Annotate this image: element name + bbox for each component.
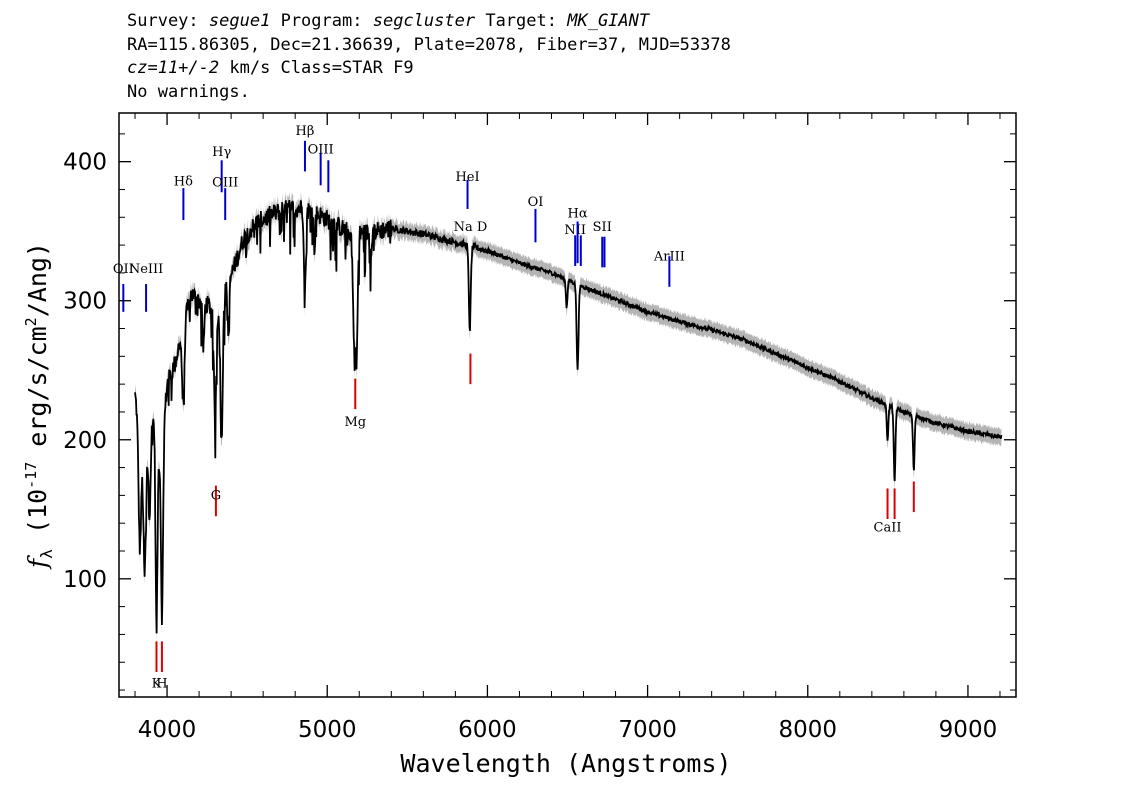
absorption-line-label: Na D — [454, 220, 488, 235]
emission-line-label: OIII — [308, 142, 334, 157]
absorption-line-label: Mg — [344, 415, 366, 430]
absorption-line-label: K — [152, 676, 162, 691]
x-tick-label: 7000 — [618, 717, 677, 743]
y-tick-label: 400 — [63, 150, 107, 176]
x-tick-label: 8000 — [778, 717, 837, 743]
emission-line-label: Hβ — [296, 124, 315, 139]
emission-line-label: Hγ — [212, 145, 231, 160]
emission-line-label: SII — [593, 220, 612, 235]
program-label: Program: — [280, 11, 363, 31]
absorption-line-label: G — [211, 489, 221, 504]
class-line: km/s Class=STAR F9 — [219, 58, 414, 78]
y-tick-label: 200 — [63, 428, 107, 454]
program-value: segcluster — [372, 11, 476, 31]
absorption-line-label: H — [156, 676, 167, 691]
emission-line-label: Hδ — [174, 174, 193, 189]
emission-line-label: NeIII — [129, 262, 163, 277]
emission-line-label: NII — [564, 223, 586, 238]
emission-line-label: OII — [113, 262, 134, 277]
x-axis-title: Wavelength (Angstroms) — [400, 749, 731, 778]
coordinates-line: RA=115.86305, Dec=21.36639, Plate=2078, … — [127, 34, 731, 55]
y-axis-title: fλ (10-17 erg/s/cm2/Ang) — [22, 242, 56, 570]
survey-value: segue1 — [208, 11, 271, 31]
warnings-line: No warnings. — [127, 81, 250, 102]
x-tick-label: 6000 — [458, 717, 517, 743]
emission-line-label: OI — [528, 195, 544, 210]
error-band — [135, 191, 1002, 642]
x-tick-label: 5000 — [298, 717, 357, 743]
x-tick-label: 9000 — [939, 717, 998, 743]
target-value: MK_GIANT — [567, 11, 650, 31]
y-tick-label: 300 — [63, 289, 107, 315]
survey-label: Survey: — [127, 11, 199, 31]
plot-frame — [118, 112, 1017, 698]
absorption-line-label: CaII — [874, 521, 902, 536]
plot-header: Survey: segue1 Program: segcluster Targe… — [127, 10, 731, 104]
emission-line-label: Hα — [568, 206, 588, 221]
y-tick-label: 100 — [63, 567, 107, 593]
spectrum-line — [134, 199, 1003, 634]
spectrum-layer — [134, 191, 1003, 642]
emission-line-label: ArIII — [653, 249, 685, 264]
x-tick-label: 4000 — [138, 717, 197, 743]
target-label: Target: — [485, 11, 557, 31]
emission-line-label: OIII — [212, 176, 238, 191]
axes-layer: 4000 5000 6000 7000 8000 9000 100 200 300 400 — [63, 113, 1016, 743]
redshift-value: cz=11+/-2 — [127, 58, 220, 78]
emission-line-label: HeI — [455, 170, 479, 185]
